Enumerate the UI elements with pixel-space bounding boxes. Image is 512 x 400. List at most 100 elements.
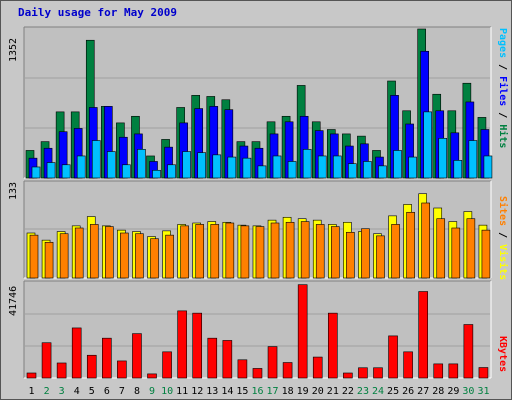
legend-files: Files [497,76,508,107]
kbytes-bar [102,337,112,379]
sites-bar [165,234,174,279]
kbytes-bar [86,354,97,379]
kbytes-bar [71,327,82,379]
legend-separator: / [497,106,508,125]
kbytes-bar [478,367,489,379]
pages-bar [46,162,56,179]
sites-bar [105,226,114,279]
pages-bar [302,149,312,179]
day-label: 11 [176,386,188,397]
day-label: 19 [297,386,309,397]
day-label: 27 [417,386,429,397]
kbytes-bar [433,363,444,379]
pages-bar [107,151,116,179]
sites-bar [285,221,295,279]
chart-title: Daily usage for May 2009 [18,6,177,19]
sites-bar [180,225,189,279]
day-label: 10 [161,386,173,397]
legend-hits: Hits [497,124,508,149]
day-label: 24 [372,386,384,397]
day-label: 26 [402,386,414,397]
max-label-top: 1352 [8,37,19,62]
kbytes-bar [448,363,459,379]
sites-bar [120,232,129,279]
sites-bar [361,228,370,279]
day-label: 2 [44,386,50,397]
day-label: 16 [251,386,263,397]
pages-bar [212,154,222,179]
legend-separator: / [497,226,508,245]
pages-bar [31,166,41,179]
sites-bar [466,218,476,279]
sites-bar [376,235,385,279]
day-label: 9 [149,386,155,397]
day-label: 13 [206,386,218,397]
legend-pages: Pages [497,28,508,59]
day-label: 6 [104,386,110,397]
day-label: 29 [447,386,459,397]
sites-bar [29,234,39,279]
kbytes-bar [132,333,142,379]
kbytes-bar [117,360,127,379]
pages-bar [167,164,176,179]
day-label: 1 [29,386,35,397]
pages-bar [468,140,478,179]
day-label: 14 [221,386,233,397]
legend-separator: / [497,58,508,77]
pages-bar [483,155,493,179]
day-label: 3 [59,386,65,397]
sites-bar [135,233,144,279]
sites-bar [481,229,491,279]
sites-bar [421,202,430,279]
pages-bar [363,161,372,179]
kbytes-bar [418,291,428,379]
pages-bar [453,160,463,179]
kbytes-bar [207,337,218,379]
day-label: 5 [89,386,95,397]
pages-bar [61,164,71,179]
kbytes-bar [41,342,52,379]
sites-bar [89,224,99,279]
day-label: 20 [312,386,324,397]
max-label-middle: 133 [8,181,19,200]
kbytes-bar [192,312,203,379]
pages-bar [137,149,146,179]
day-label: 18 [282,386,294,397]
kbytes-bar [282,362,293,379]
pages-bar [438,138,448,179]
pages-bar [91,140,101,179]
kbytes-bar [252,368,263,379]
pages-bar [423,111,432,179]
sites-bar [270,222,280,279]
sites-bar [240,225,250,279]
sites-bar [300,221,310,279]
sites-bar [436,218,446,279]
sites-bar [195,224,205,279]
day-label: 12 [191,386,203,397]
legend-kbytes: KBytes [497,336,508,372]
sites-bar [315,224,325,279]
kbytes-bar [297,284,308,379]
day-label: 30 [462,386,474,397]
sites-bar [255,226,265,279]
pages-bar [317,155,327,179]
pages-bar [182,151,191,179]
sites-bar [391,224,400,279]
kbytes-bar [222,340,233,379]
pages-bar [257,165,267,179]
day-label: 31 [477,386,489,397]
kbytes-bar [358,367,368,379]
pages-bar [122,164,131,179]
sites-bar [346,231,355,279]
panel-background [24,281,491,378]
day-label: 17 [267,386,279,397]
kbytes-bar [327,312,338,379]
kbytes-bar [237,359,248,379]
pages-bar [152,169,161,179]
pages-bar [272,155,282,179]
sites-bar [406,211,415,279]
day-label: 21 [327,386,339,397]
pages-bar [408,156,417,179]
pages-bar [378,165,387,179]
